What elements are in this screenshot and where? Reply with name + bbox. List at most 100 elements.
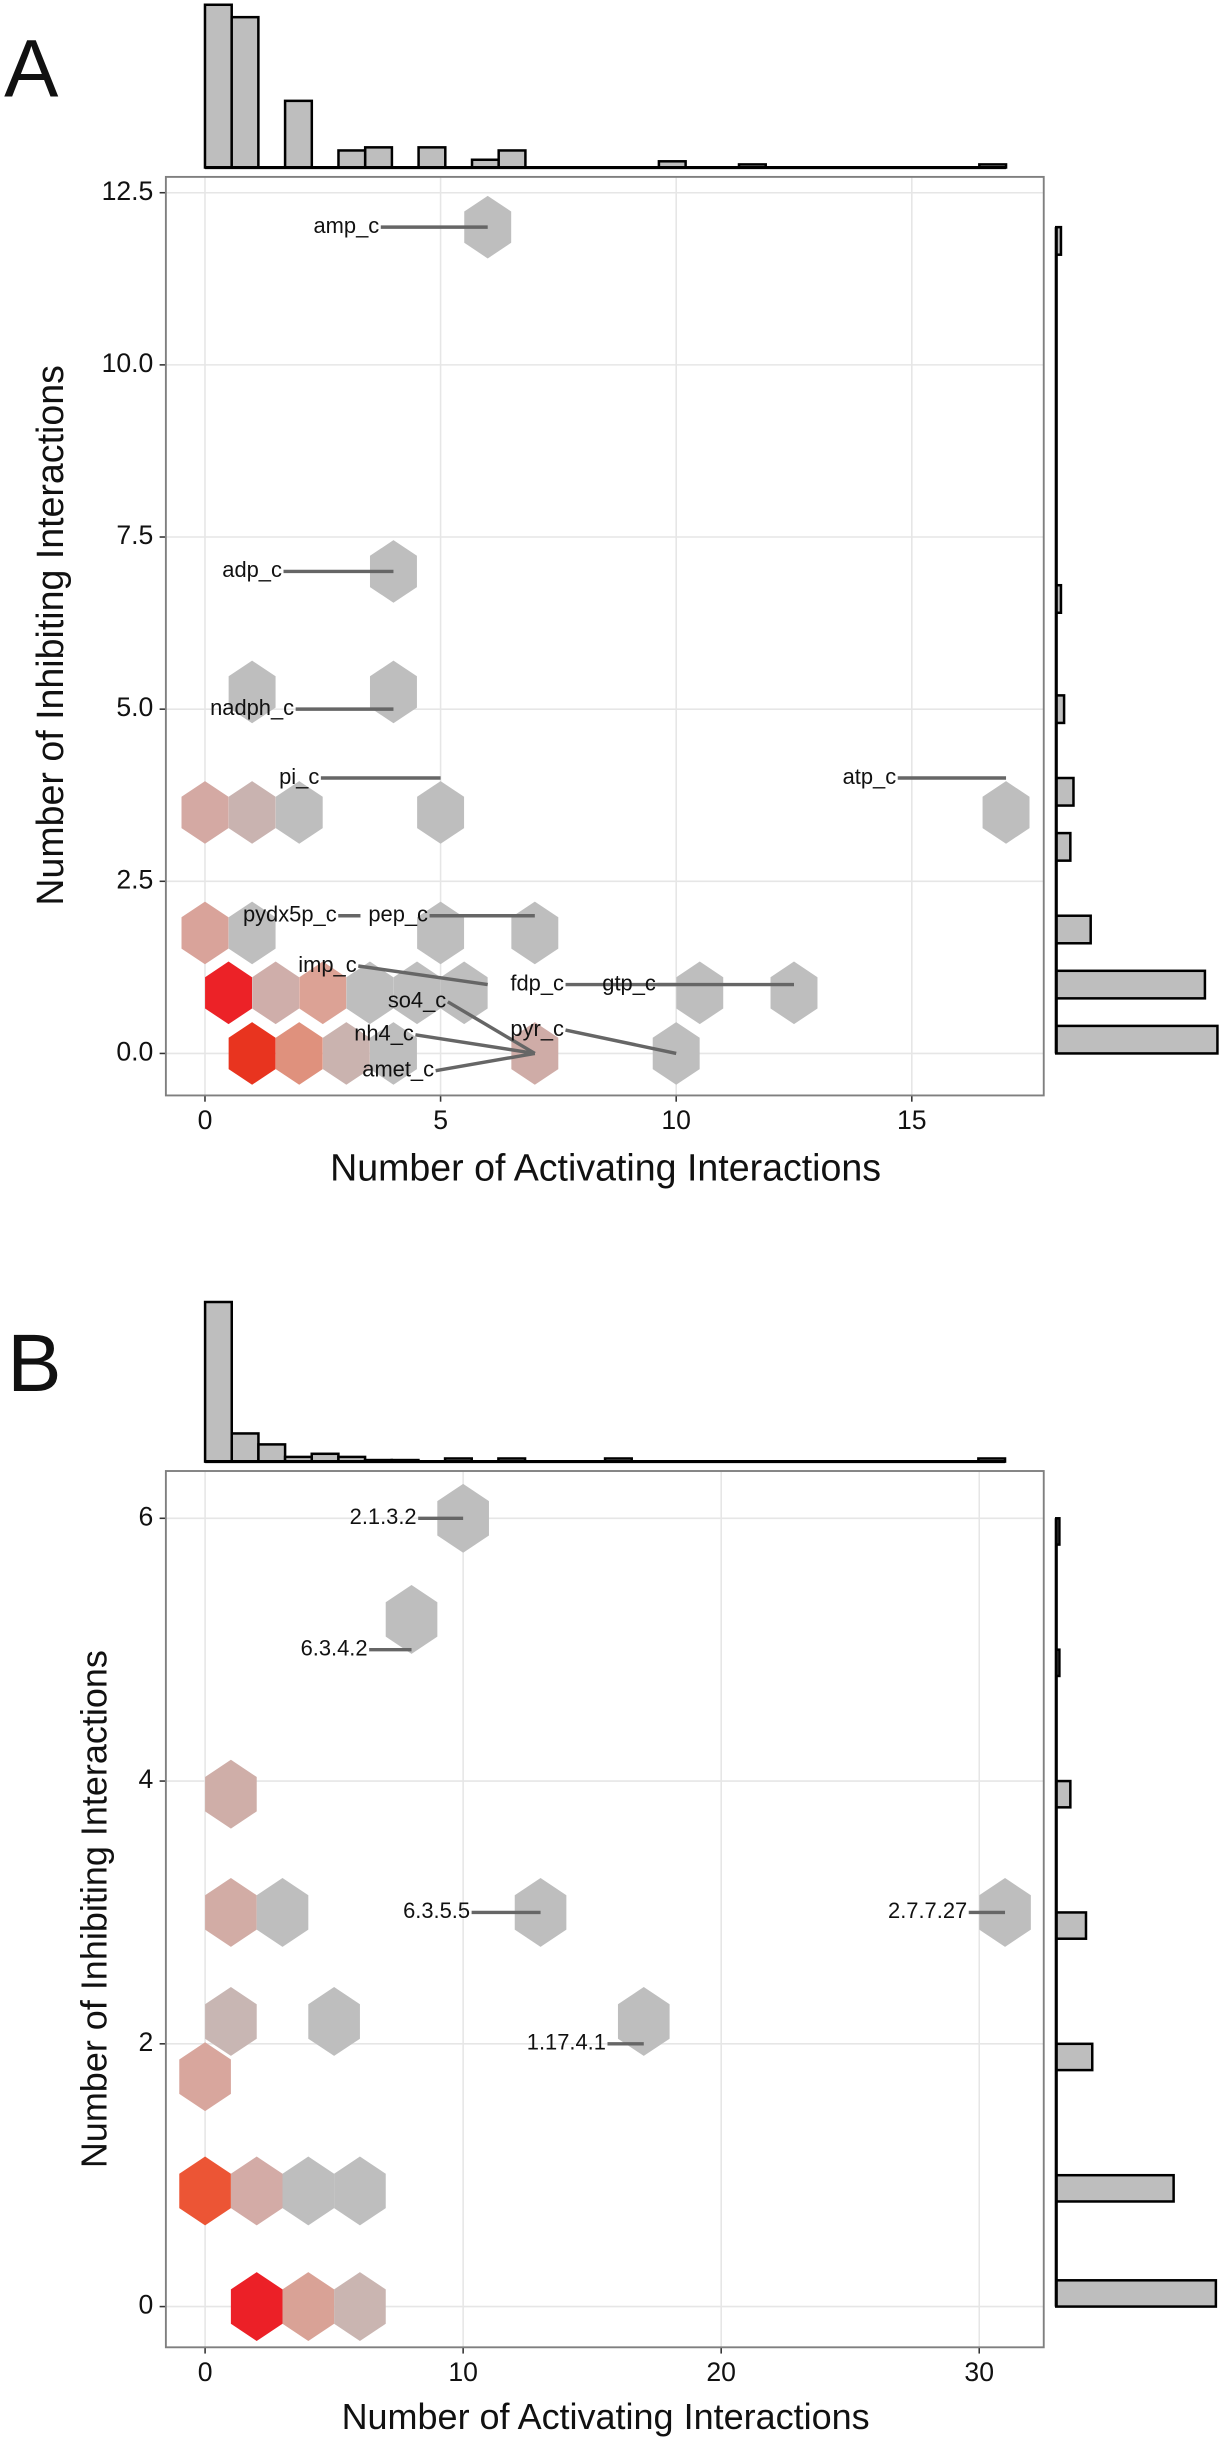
top-histogram-bar [230,15,260,169]
top-histogram-bar [497,149,527,169]
annotation-label: pep_c [368,902,428,927]
annotation-label: amp_c [313,213,379,238]
right-histogram-bar [1055,914,1092,945]
annotation-line [565,1028,677,1056]
hexbin-cell [282,2272,335,2342]
annotation-line [358,964,488,987]
annotation-label: imp_c [298,952,356,977]
hexbin-cell [334,2272,386,2342]
plot-border [164,175,1045,1097]
y-axis-title: Number of Inhibiting Interactions [74,1650,115,2168]
top-histogram-bar [257,1443,287,1463]
x-tick-label: 20 [706,2357,736,2387]
hexbin-cell [282,2156,335,2226]
annotation-label: atp_c [843,764,897,789]
hexbin-cell [369,1022,417,1085]
y-tick-label: 0.0 [116,1036,153,1066]
hexbin-cell [205,1987,257,2056]
annotation-label: fdp_c [510,970,564,995]
annotation-label: 6.3.5.5 [403,1898,470,1923]
x-tick-label: 15 [897,1105,927,1135]
right-histogram-bar [1055,969,1207,1000]
top-histogram-bar [417,146,447,169]
hexbin-cell [179,2042,231,2112]
hexbin-cell [228,660,276,724]
hexbin-cell [346,961,394,1025]
hexbin-cell [676,961,724,1025]
annotation-label: adp_c [222,557,282,582]
hexbin-cell [228,1022,276,1085]
y-tick-label: 7.5 [116,520,153,550]
hexbin-cell [770,961,818,1025]
plot-border [164,1470,1045,2349]
right-histogram-bar [1055,1779,1072,1809]
hexbin-cell [417,781,465,844]
annotation-label: nh4_c [354,1021,414,1046]
hexbin-cell [181,781,229,844]
panel-label: A [4,24,59,115]
right-histogram-bar [1055,831,1072,862]
hexbin-cell [205,1878,257,1947]
annotation-line [435,1051,536,1073]
y-tick-label: 4 [139,1764,154,1794]
annotation-label: 2.1.3.2 [350,1504,417,1529]
hexbin-cell [205,961,253,1025]
hexbin-cell [514,1878,567,1947]
hexbin-cell [230,2272,283,2342]
y-tick-label: 12.5 [102,176,154,206]
hexbin-cell [275,1022,323,1085]
hexbin-cell [205,1759,257,1829]
hexbin-cell [322,1022,370,1085]
hexbin-cell [299,961,347,1025]
top-histogram-bar [337,149,367,169]
annotation-label: 2.7.7.27 [888,1898,967,1923]
annotation-label: pyr_c [510,1016,564,1041]
annotation-line [446,1000,536,1055]
right-histogram-bar [1055,2279,1218,2308]
hexbin-cell [334,2156,386,2226]
top-histogram-bar [283,99,314,169]
hexbin-cell [308,1987,360,2056]
right-histogram-bar [1055,2173,1175,2203]
annotation-label: nadph_c [210,695,294,720]
annotation-label: pi_c [279,764,319,789]
annotation-line [415,1033,536,1056]
right-histogram-bar [1055,1911,1088,1940]
x-tick-label: 0 [198,1105,213,1135]
top-histogram-bar [363,146,394,169]
annotation-label: amet_c [362,1056,434,1081]
hexbin-cell [440,961,488,1025]
hexbin-cell [181,901,229,965]
top-histogram-bar [203,3,233,169]
y-tick-label: 6 [139,1501,154,1531]
x-tick-label: 30 [964,2357,994,2387]
x-axis-title: Number of Activating Interactions [342,2396,870,2437]
y-tick-label: 0 [139,2290,154,2320]
y-tick-label: 2 [139,2027,154,2057]
x-tick-label: 5 [433,1105,448,1135]
hexbin-cell [179,2156,231,2226]
x-tick-label: 10 [661,1105,691,1135]
panel-label: B [7,1318,61,1409]
plot-background [165,176,1044,1096]
annotation-label: gtp_c [602,970,656,995]
right-histogram-bar [1055,2042,1094,2072]
hexbin-cell [252,961,300,1025]
annotation-label: 1.17.4.1 [527,2030,606,2055]
hexbin-cell [275,781,323,844]
hexbin-cell [228,781,276,844]
annotation-label: pydx5p_c [243,902,337,927]
y-axis-title: Number of Inhibiting Interactions [29,365,71,906]
x-axis-title: Number of Activating Interactions [330,1146,881,1188]
hexbin-cell [228,901,276,965]
right-histogram-bar [1055,1024,1219,1055]
hexbin-cell [256,1878,309,1947]
x-tick-label: 0 [198,2357,213,2387]
y-tick-label: 2.5 [116,864,153,894]
hexbin-cell [617,1987,670,2056]
right-histogram-bar [1055,776,1075,807]
hexbin-cell [230,2156,283,2226]
annotation-label: so4_c [388,988,446,1013]
